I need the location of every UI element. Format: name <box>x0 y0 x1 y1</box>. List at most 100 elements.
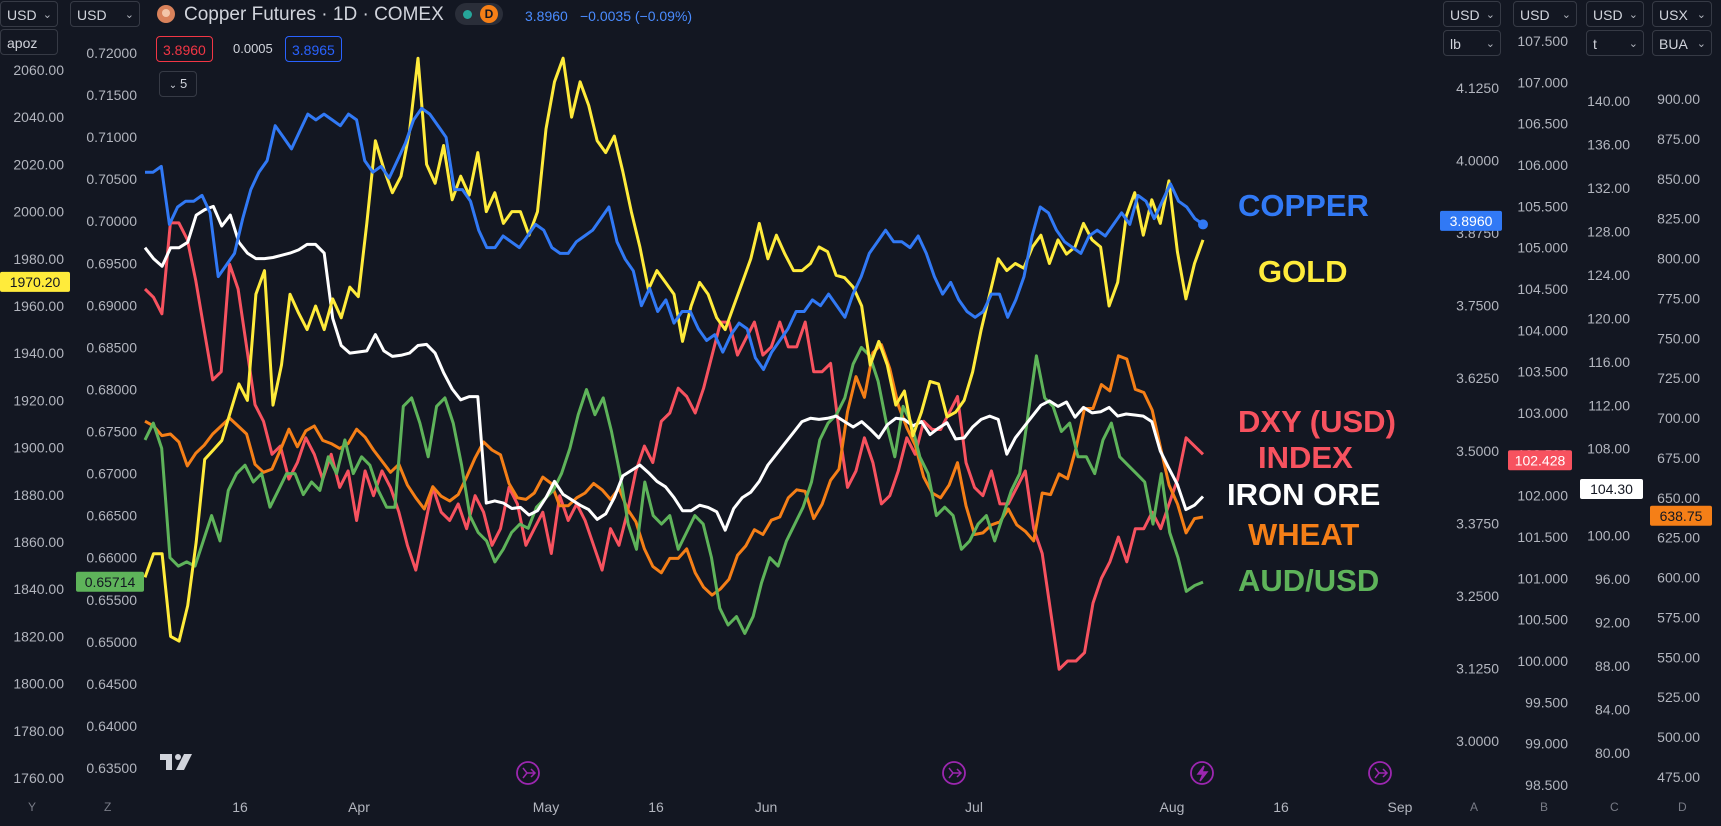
axis-tick-label-dxy: 102.000 <box>1517 488 1568 504</box>
buy-price-button[interactable]: 3.8965 <box>285 36 342 62</box>
chart-title[interactable]: Copper Futures · 1D · COMEX <box>184 4 444 25</box>
axis-tick-label-wheat: 725.00 <box>1657 370 1700 386</box>
unit-select-right-4[interactable]: BUA ⌄ <box>1652 30 1712 56</box>
axis-tick-label-wheat: 775.00 <box>1657 290 1700 306</box>
x-axis-tick-label: 16 <box>1273 799 1289 815</box>
axis-tick-label-wheat: 550.00 <box>1657 649 1700 665</box>
axis-tick-label-iron: 140.00 <box>1587 93 1630 109</box>
event-arrow-icon[interactable] <box>516 761 540 785</box>
series-line-aud[interactable] <box>143 345 1204 635</box>
axis-tick-label-iron: 120.00 <box>1587 310 1630 326</box>
event-lightning-icon[interactable] <box>1190 761 1214 785</box>
market-status-pill[interactable]: D <box>455 3 503 25</box>
price-tag-wheat <box>1650 505 1712 526</box>
series-line-dxy[interactable] <box>143 221 1205 671</box>
unit-select-left-1[interactable]: apoz <box>0 29 58 55</box>
currency-select-right-1[interactable]: USD ⌄ <box>1443 1 1501 27</box>
axis-tick-label-dxy: 106.000 <box>1517 157 1568 173</box>
series-line-copper[interactable] <box>145 106 1204 371</box>
axis-tick-label-gold: 2040.00 <box>13 109 64 125</box>
price-tag-text-copper: 3.8960 <box>1450 213 1493 229</box>
axis-tick-label-dxy: 104.000 <box>1517 322 1568 338</box>
currency-select-left-1[interactable]: USD ⌄ <box>0 1 58 27</box>
axis-tick-label-gold: 1820.00 <box>13 628 64 644</box>
series-line-iron[interactable] <box>143 204 1205 532</box>
axis-tick-label-dxy: 104.500 <box>1517 281 1568 297</box>
price-tag-aud <box>76 571 144 592</box>
currency-select-left-2[interactable]: USD ⌄ <box>70 1 140 27</box>
axis-tick-label-copper: 3.3750 <box>1456 515 1499 531</box>
currency-select-right-2[interactable]: USD ⌄ <box>1513 1 1577 27</box>
axis-tick-label-aud: 0.64000 <box>86 718 137 734</box>
sell-price-button[interactable]: 3.8960 <box>156 36 213 62</box>
footer-axis-letter-y[interactable]: Y <box>28 800 37 814</box>
indicators-toggle[interactable]: ⌄ 5 <box>159 71 197 97</box>
event-glyph <box>1196 765 1209 782</box>
event-arrow-icon[interactable] <box>1368 761 1392 785</box>
axis-tick-label-aud: 0.68000 <box>86 381 137 397</box>
x-axis-tick-label: May <box>533 799 559 815</box>
x-axis-tick-label: Aug <box>1160 799 1185 815</box>
currency-select-right-3[interactable]: USD ⌄ <box>1586 1 1644 27</box>
axis-tick-label-iron: 80.00 <box>1595 745 1630 761</box>
tradingview-logo[interactable] <box>160 752 198 777</box>
axis-tick-label-dxy: 100.500 <box>1517 612 1568 628</box>
chevron-down-icon: ⌄ <box>168 80 180 91</box>
price-tag-text-gold: 1970.20 <box>10 274 61 290</box>
axis-tick-label-wheat: 575.00 <box>1657 609 1700 625</box>
axis-tick-label-gold: 1860.00 <box>13 534 64 550</box>
axis-tick-label-aud: 0.65000 <box>86 634 137 650</box>
axis-tick-label-gold: 1900.00 <box>13 440 64 456</box>
series-line-gold[interactable] <box>143 56 1205 643</box>
unit-select-right-3[interactable]: t ⌄ <box>1586 30 1644 56</box>
series-label-aud-usd: AUD/USD <box>1238 563 1380 598</box>
axis-tick-label-wheat: 625.00 <box>1657 530 1700 546</box>
footer-axis-letter-d[interactable]: D <box>1678 800 1687 814</box>
axis-tick-label-wheat: 750.00 <box>1657 330 1700 346</box>
currency-select-right-4-label: USX <box>1659 7 1688 23</box>
currency-select-right-2-label: USD <box>1520 7 1550 23</box>
currency-select-right-4[interactable]: USX ⌄ <box>1652 1 1712 27</box>
footer-axis-letter-a[interactable]: A <box>1470 800 1479 814</box>
axis-tick-label-iron: 100.00 <box>1587 528 1630 544</box>
series-label-iron-ore: IRON ORE <box>1227 477 1381 512</box>
series-label-dxy: DXY (USD) <box>1238 404 1396 439</box>
axis-tick-label-gold: 1880.00 <box>13 487 64 503</box>
footer-axis-letter-b[interactable]: B <box>1540 800 1549 814</box>
axis-tick-label-wheat: 675.00 <box>1657 450 1700 466</box>
footer-axis-letter-c[interactable]: C <box>1610 800 1619 814</box>
axis-tick-label-wheat: 475.00 <box>1657 769 1700 785</box>
series-label-wheat: WHEAT <box>1248 517 1360 552</box>
axis-tick-label-iron: 132.00 <box>1587 180 1630 196</box>
axis-tick-label-aud: 0.71000 <box>86 129 137 145</box>
axis-tick-label-aud: 0.70000 <box>86 213 137 229</box>
axis-tick-label-gold: 1760.00 <box>13 770 64 786</box>
unit-select-right-1[interactable]: lb ⌄ <box>1443 30 1501 56</box>
series-label-gold: GOLD <box>1258 254 1348 289</box>
axis-tick-label-aud: 0.70500 <box>86 171 137 187</box>
unit-select-right-3-label: t <box>1593 36 1597 52</box>
event-glyph <box>1374 767 1389 779</box>
axis-tick-label-dxy: 106.500 <box>1517 116 1568 132</box>
axis-tick-label-gold: 1960.00 <box>13 298 64 314</box>
last-price: 3.8960 <box>525 8 568 24</box>
x-axis-tick-label: 16 <box>232 799 248 815</box>
axis-tick-label-dxy: 103.000 <box>1517 405 1568 421</box>
price-tag-copper <box>1440 210 1502 231</box>
tradingview-logo-icon <box>160 754 192 770</box>
axis-tick-label-gold: 1780.00 <box>13 723 64 739</box>
axis-tick-label-iron: 88.00 <box>1595 658 1630 674</box>
axis-tick-label-iron: 136.00 <box>1587 136 1630 152</box>
footer-axis-letter-z[interactable]: Z <box>104 800 112 814</box>
event-arrow-icon[interactable] <box>942 761 966 785</box>
price-tag-text-dxy: 102.428 <box>1515 452 1566 468</box>
currency-select-right-3-label: USD <box>1593 7 1623 23</box>
axis-tick-label-wheat: 525.00 <box>1657 689 1700 705</box>
axis-tick-label-copper: 3.0000 <box>1456 733 1499 749</box>
series-line-wheat[interactable] <box>144 343 1204 597</box>
axis-tick-label-iron: 116.00 <box>1588 354 1630 370</box>
currency-select-left-1-label: USD <box>7 7 37 23</box>
unit-select-right-1-label: lb <box>1450 36 1461 52</box>
axis-tick-label-iron: 108.00 <box>1587 441 1630 457</box>
